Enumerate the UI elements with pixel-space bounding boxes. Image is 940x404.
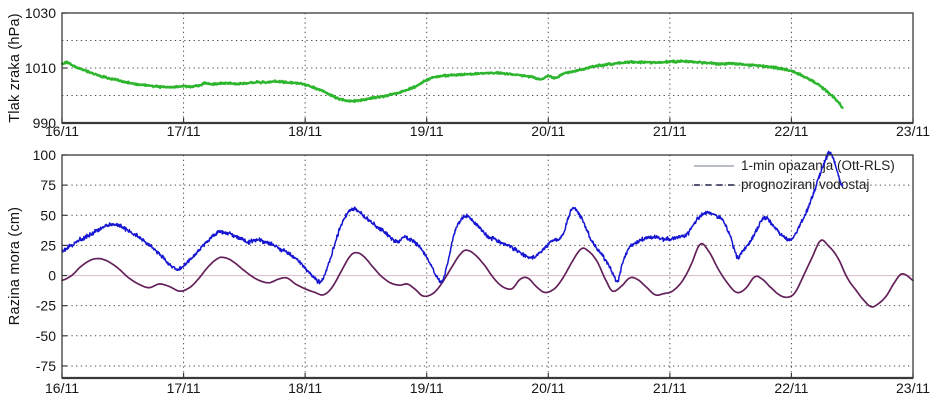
legend-label-forecast: prognozirani vodostaj [741, 177, 870, 192]
sea-level-series-1 [61, 150, 844, 285]
sea-level-panel: -75 -50 -25 0 25 50 75 100 16/11 17/11 18/11 19/11 2… [33, 147, 931, 396]
air-pressure-panel: 990 1010 1030 16/11 17/11 18/11 19/11 20/11 21/1… [25, 5, 930, 139]
air-pressure-xtick: 22/11 [774, 123, 808, 139]
air-pressure-xtick: 16/11 [45, 123, 79, 139]
legend-item-observations: 1-min opazanja (Ott-RLS) [694, 156, 895, 175]
legend-label-observations: 1-min opazanja (Ott-RLS) [741, 158, 895, 173]
legend: 1-min opazanja (Ott-RLS) prognozirani vo… [694, 156, 895, 194]
air-pressure-xtick: 19/11 [410, 123, 444, 139]
sea-level-ytick: 50 [40, 207, 56, 223]
sea-level-series-0 [61, 239, 914, 308]
sea-level-ytick: 0 [48, 268, 56, 284]
sea-level-ytick: 25 [40, 237, 56, 253]
air-pressure-ytick: 990 [33, 115, 57, 131]
sea-level-ytick: 75 [40, 177, 56, 193]
sea-level-ytick: -50 [36, 328, 56, 344]
legend-item-forecast: prognozirani vodostaj [694, 175, 895, 194]
sea-level-ytick: -25 [36, 298, 56, 314]
air-pressure-series-0 [60, 59, 844, 110]
air-pressure-xtick: 21/11 [653, 123, 687, 139]
sea-level-xtick: 17/11 [167, 380, 201, 396]
sea-level-xtick: 22/11 [774, 380, 808, 396]
sea-level-xtick: 19/11 [410, 380, 444, 396]
air-pressure-xtick: 20/11 [531, 123, 565, 139]
sea-level-xtick: 16/11 [45, 380, 79, 396]
sea-level-xtick: 23/11 [896, 380, 930, 396]
sea-level-ytick: 100 [33, 147, 57, 163]
air-pressure-xtick: 23/11 [896, 123, 930, 139]
air-pressure-ytick: 1010 [25, 60, 56, 76]
air-pressure-ytick: 1030 [25, 5, 56, 21]
forecast-line-swatch [694, 183, 734, 186]
sea-level-ytick: -75 [36, 358, 56, 374]
sea-level-xtick: 21/11 [653, 380, 687, 396]
air-pressure-xtick: 18/11 [288, 123, 322, 139]
sea-level-xtick: 18/11 [288, 380, 322, 396]
observations-line-swatch [694, 164, 734, 167]
air-pressure-xtick: 17/11 [167, 123, 201, 139]
sea-level-xtick: 20/11 [531, 380, 565, 396]
